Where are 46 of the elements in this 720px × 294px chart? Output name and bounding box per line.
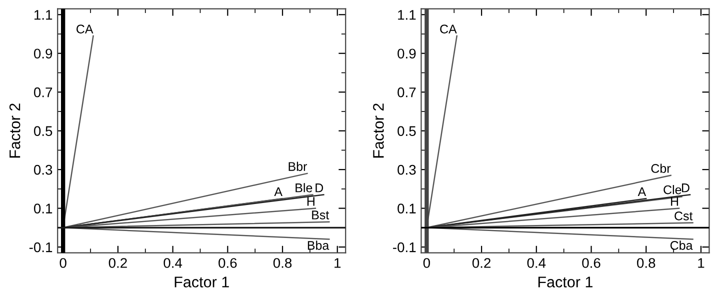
y-axis-title: Factor 2 <box>373 104 384 158</box>
series-label: Bbr <box>288 162 307 171</box>
y-tick-label: 0.1 <box>34 204 52 214</box>
series-label: Bst <box>312 210 330 220</box>
series-label: Cba <box>670 240 693 250</box>
x-axis-title: Factor 1 <box>538 276 592 288</box>
x-tick-label: 0 <box>423 258 430 268</box>
x-tick-label: 0.4 <box>527 258 546 268</box>
x-tick-label: 0.4 <box>164 258 182 268</box>
x-tick-label: 0.6 <box>218 258 237 268</box>
series-label: H <box>671 197 678 206</box>
y-tick-label: -0.1 <box>29 242 52 252</box>
x-tick-label: 0.2 <box>472 258 490 268</box>
x-tick-label: 0.6 <box>582 258 600 268</box>
y-tick-label: -0.1 <box>393 242 416 252</box>
series-label: A <box>274 187 282 196</box>
y-tick-label: 0.1 <box>398 204 416 214</box>
series-label: CA <box>440 24 457 34</box>
y-tick-label: 0.9 <box>34 48 52 59</box>
x-tick-label: 1 <box>334 258 341 268</box>
series-label: Bba <box>308 240 330 250</box>
y-tick-label: 0.9 <box>398 48 416 59</box>
series-label: Cst <box>674 212 693 220</box>
x-tick-label: 0.8 <box>273 258 292 268</box>
y-tick-label: 1.1 <box>398 10 416 20</box>
x-tick-label: 0.2 <box>108 258 127 268</box>
y-tick-label: 0.3 <box>398 164 416 175</box>
series-label: H <box>307 197 314 206</box>
y-tick-label: 0.3 <box>34 164 52 175</box>
x-tick-label: 0.8 <box>637 258 656 268</box>
series-label: CA <box>76 24 94 34</box>
y-tick-label: 0.5 <box>34 126 52 136</box>
y-tick-label: 1.1 <box>34 10 52 20</box>
series-label: D <box>316 184 324 192</box>
y-tick-label: 0.5 <box>398 126 416 136</box>
series-label: Ble <box>296 183 312 192</box>
series-label: A <box>638 187 646 196</box>
x-axis-title: Factor 1 <box>174 276 229 288</box>
series-label: Cle <box>664 185 682 194</box>
series-label: Cbr <box>651 164 671 173</box>
x-tick-label: 1 <box>698 258 704 268</box>
y-axis-title: Factor 2 <box>9 104 20 158</box>
x-tick-label: 0 <box>60 258 66 268</box>
series-label: D <box>682 184 690 192</box>
y-tick-label: 0.7 <box>34 87 52 98</box>
y-tick-label: 0.7 <box>398 87 416 98</box>
